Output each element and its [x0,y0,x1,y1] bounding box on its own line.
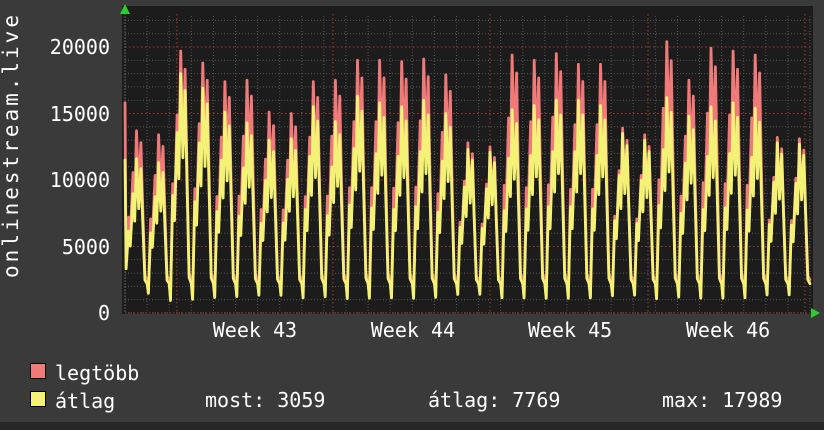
y-axis-arrow-icon [120,4,130,14]
legend-item-legtobb: legtöbb [30,361,139,385]
y-tick-label: 15000 [49,101,110,126]
stat-max: max: 17989 [662,388,783,412]
x-tick-label: Week 43 [212,318,298,342]
x-axis-arrow-icon [811,308,820,318]
bottom-strip [0,422,824,430]
stat-atlag: átlag: 7769 [428,388,561,412]
legend-swatch-atlag [30,391,46,407]
x-tick-label: Week 44 [370,318,456,342]
legend-swatch-legtobb [30,363,46,379]
axis-arrows [120,4,820,318]
y-tick-label: 20000 [49,35,110,59]
x-tick-label: Week 45 [527,318,613,342]
series-line-atlag [123,72,812,302]
x-tick-label: Week 46 [685,318,771,342]
y-tick-label: 5000 [61,234,110,259]
stat-most: most: 3059 [205,388,326,412]
legend-label-legtobb: legtöbb [55,361,140,385]
y-tick-label: 0 [97,301,110,325]
series-atlag [123,72,812,302]
y-tick-label: 10000 [49,168,110,192]
legend-label-atlag: átlag [55,389,116,413]
vertical-axis-label: onlinestream.live [0,12,23,278]
legend-item-atlag: átlag [30,389,115,413]
